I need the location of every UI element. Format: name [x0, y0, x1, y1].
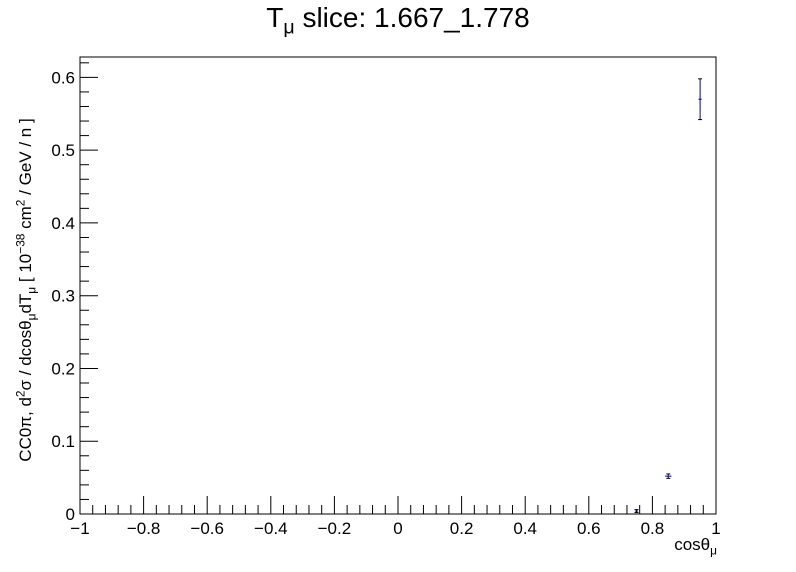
x-tick-label: −0.2 — [318, 519, 352, 538]
x-tick-label: 0 — [393, 519, 402, 538]
y-tick-label: 0.5 — [51, 141, 75, 160]
y-tick-label: 0 — [66, 505, 75, 524]
x-tick-label: −0.4 — [254, 519, 288, 538]
x-tick-label: −1 — [70, 519, 89, 538]
y-tick-label: 0.3 — [51, 287, 75, 306]
y-tick-label: 0.1 — [51, 432, 75, 451]
x-axis-ticks: −1 −0.8 −0.6 −0.4 −0.2 0 0.2 0.4 0.6 0.8 1 — [70, 496, 721, 538]
y-axis-ticks: 0 0.1 0.2 0.3 0.4 0.5 0.6 — [51, 62, 98, 524]
x-tick-label: 0.8 — [641, 519, 665, 538]
x-tick-label: 1 — [711, 519, 720, 538]
plot-frame — [79, 56, 717, 515]
x-tick-label: 0.2 — [450, 519, 474, 538]
x-tick-label: 0.4 — [513, 519, 537, 538]
y-tick-label: 0.4 — [51, 214, 75, 233]
data-point — [665, 473, 672, 479]
x-tick-label: −0.8 — [127, 519, 161, 538]
chart-title: Tμ slice: 1.667_1.778 — [266, 2, 530, 39]
x-tick-label: −0.6 — [190, 519, 224, 538]
data-point — [634, 509, 639, 514]
y-tick-label: 0.2 — [51, 359, 75, 378]
y-tick-label: 0.6 — [51, 68, 75, 87]
data-point — [698, 78, 703, 121]
x-axis-label: cosθμ — [674, 535, 717, 558]
x-tick-label: 0.6 — [577, 519, 601, 538]
data-points — [634, 78, 703, 514]
